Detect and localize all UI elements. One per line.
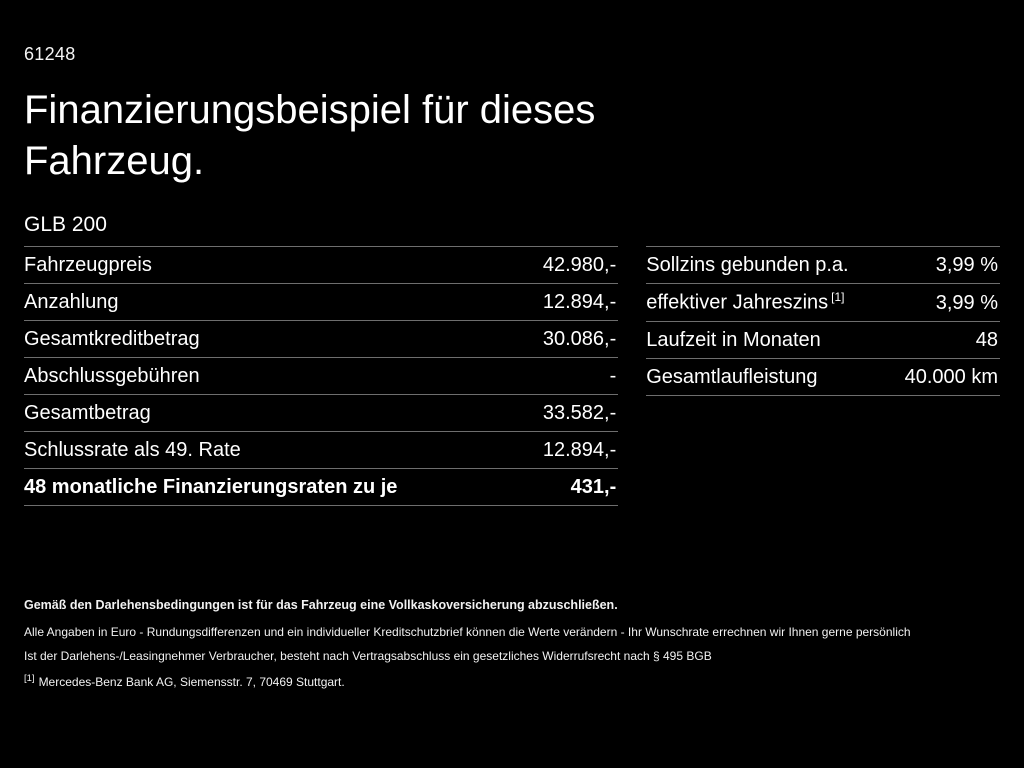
table-row: Abschlussgebühren -	[24, 357, 619, 394]
row-value: 30.086,-	[542, 328, 617, 351]
row-value: 33.582,-	[542, 402, 617, 425]
table-row: Gesamtbetrag 33.582,-	[24, 394, 619, 431]
disclaimer-line-2: Ist der Darlehens-/Leasingnehmer Verbrau…	[24, 649, 712, 663]
row-label: Fahrzeugpreis	[24, 254, 152, 277]
row-label: Anzahlung	[24, 291, 119, 314]
table-row: effektiver Jahreszins [1] 3,99 %	[646, 283, 1000, 321]
row-label: 48 monatliche Finanzierungsraten zu je	[24, 476, 398, 499]
financing-tables: Fahrzeugpreis 42.980,- Anzahlung 12.894,…	[24, 246, 1000, 507]
row-label: Laufzeit in Monaten	[646, 329, 821, 352]
row-value: 431,-	[570, 476, 617, 499]
row-value: 12.894,-	[542, 291, 617, 314]
vehicle-model-label: GLB 200	[24, 213, 107, 237]
row-value: 12.894,-	[542, 439, 617, 462]
table-row: Schlussrate als 49. Rate 12.894,-	[24, 431, 619, 468]
table-row: Sollzins gebunden p.a. 3,99 %	[646, 246, 1000, 283]
row-value: 48	[975, 329, 998, 352]
document-number: 61248	[24, 44, 76, 64]
table-row: Fahrzeugpreis 42.980,-	[24, 246, 619, 283]
row-value: -	[609, 365, 617, 388]
row-label: Gesamtkreditbetrag	[24, 328, 200, 351]
bank-reference-note: [1] Mercedes-Benz Bank AG, Siemensstr. 7,…	[24, 673, 1000, 689]
financing-cost-table: Fahrzeugpreis 42.980,- Anzahlung 12.894,…	[24, 246, 619, 507]
row-value: 40.000 km	[904, 366, 998, 389]
row-label: Gesamtlaufleistung	[646, 366, 818, 389]
footnotes-section: Gemäß den Darlehensbedingungen ist für d…	[24, 598, 1000, 689]
row-label: Schlussrate als 49. Rate	[24, 439, 241, 462]
insurance-requirement-note: Gemäß den Darlehensbedingungen ist für d…	[24, 598, 618, 612]
table-row: Gesamtkreditbetrag 30.086,-	[24, 320, 619, 357]
row-label: Abschlussgebühren	[24, 365, 200, 388]
disclaimer-line-1: Alle Angaben in Euro - Rundungsdifferenz…	[24, 625, 911, 639]
row-value: 3,99 %	[935, 254, 998, 277]
row-label: Sollzins gebunden p.a.	[646, 254, 849, 277]
footnote-reference-marker: [1]	[831, 290, 845, 305]
table-row: Anzahlung 12.894,-	[24, 283, 619, 320]
row-label: Gesamtbetrag	[24, 402, 151, 425]
row-label: effektiver Jahreszins [1]	[646, 290, 845, 315]
page-title: Finanzierungsbeispiel für dieses Fahrzeu…	[24, 88, 596, 184]
financing-conditions-table: Sollzins gebunden p.a. 3,99 % effektiver…	[646, 246, 1000, 397]
table-row: Laufzeit in Monaten 48	[646, 321, 1000, 358]
row-value: 42.980,-	[542, 254, 617, 277]
footnote-reference-marker: [1]	[24, 673, 35, 684]
table-row-monthly-rate: 48 monatliche Finanzierungsraten zu je 4…	[24, 468, 619, 505]
row-value: 3,99 %	[935, 292, 998, 315]
bank-reference-text: Mercedes-Benz Bank AG, Siemensstr. 7, 70…	[38, 675, 345, 689]
table-row: Gesamtlaufleistung 40.000 km	[646, 358, 1000, 395]
